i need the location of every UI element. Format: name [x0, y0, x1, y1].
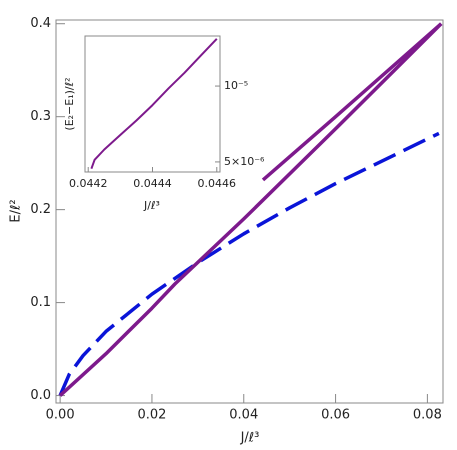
y-tick-label: 0.2 [30, 202, 51, 217]
x-tick-label: 0.04 [229, 408, 258, 423]
x-axis-label: J/ℓ³ [240, 431, 260, 446]
x-axis-label: J/ℓ³ [143, 199, 160, 212]
series-line [261, 22, 443, 182]
x-tick-label: 0.0442 [69, 177, 108, 190]
x-tick-label: 0.02 [137, 408, 166, 423]
y-tick-label: 0.1 [30, 295, 51, 310]
x-tick-label: 0.0444 [133, 177, 172, 190]
x-tick-label: 0.08 [413, 408, 442, 423]
x-tick-label: 0.06 [321, 408, 350, 423]
y-tick-label: 5×10⁻⁶ [224, 155, 265, 168]
x-tick-label: 0.00 [46, 408, 75, 423]
y-tick-label: 0.3 [30, 109, 51, 124]
series-line [58, 22, 443, 397]
y-axis-label: E/ℓ² [9, 199, 24, 222]
y-axis-label: (E₂−E₁)/ℓ² [63, 77, 76, 130]
y-tick-label: 0.4 [30, 16, 51, 31]
y-tick-label: 0.0 [30, 388, 51, 403]
series-line [90, 38, 218, 170]
series-line [58, 131, 440, 397]
inset-chart: 0.0442 0.0444 0.0446 5×10⁻⁶ 10⁻⁵ J/ℓ³ (E₂−E₁)/… [63, 35, 265, 212]
x-tick-label: 0.0446 [198, 177, 237, 190]
y-tick-label: 10⁻⁵ [224, 79, 248, 92]
